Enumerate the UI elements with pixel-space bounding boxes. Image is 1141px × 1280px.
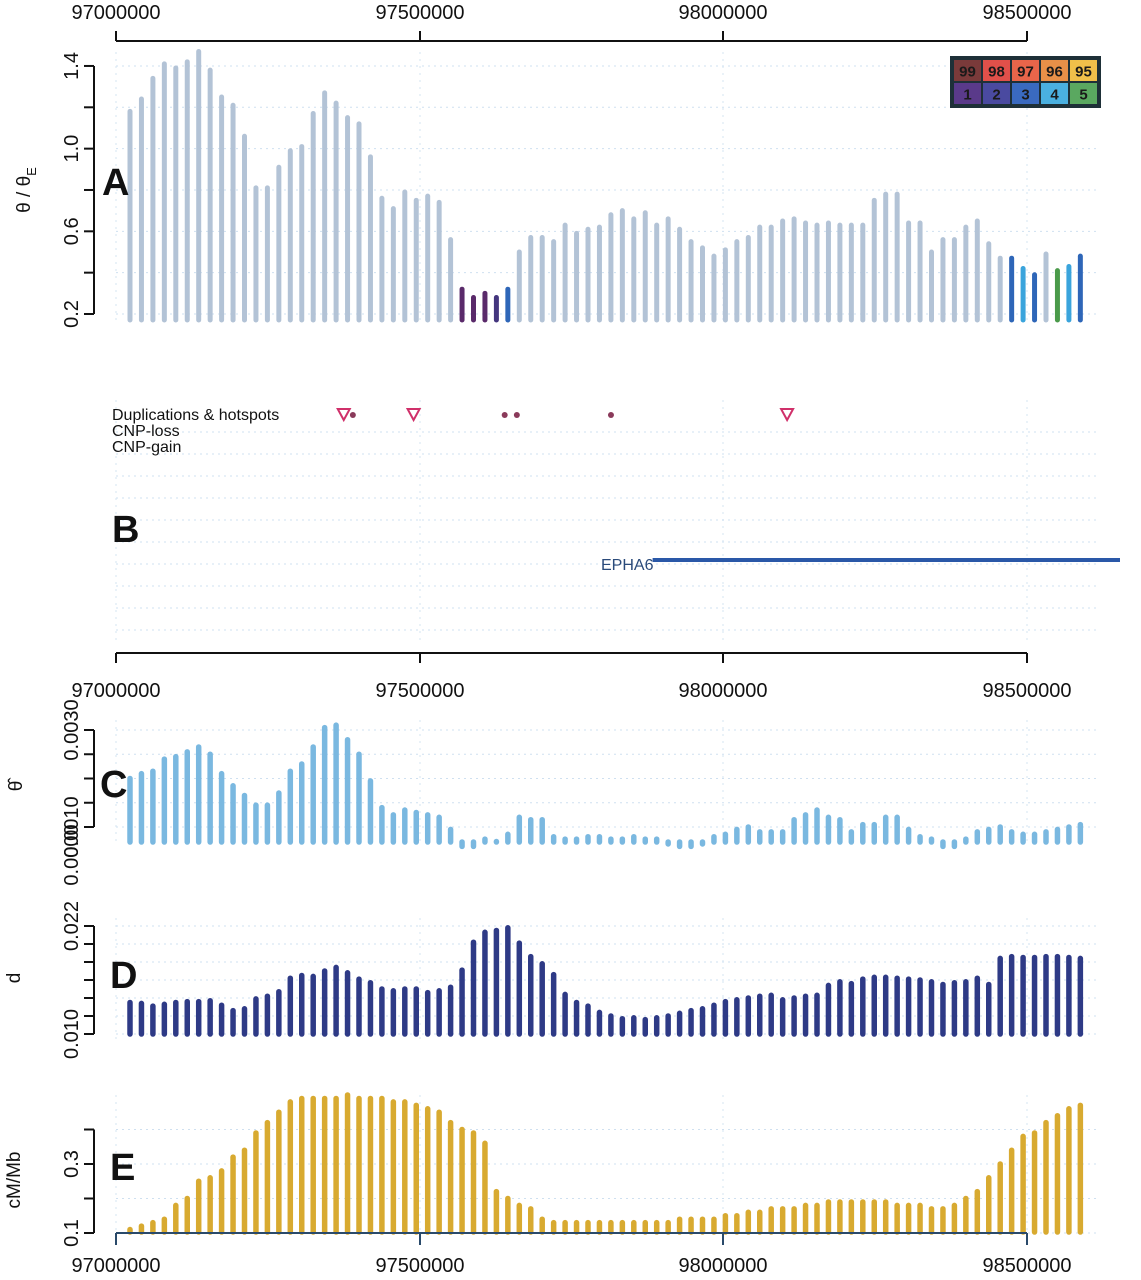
duplication-point bbox=[501, 412, 508, 418]
track-label-cnp-gain: CNP-gain bbox=[112, 439, 181, 456]
gene-track: EPHA6 bbox=[601, 557, 1120, 574]
legend-swatch bbox=[1012, 60, 1039, 81]
panel-d-ylabel: d bbox=[4, 973, 25, 984]
legend-label: 3 bbox=[1021, 87, 1029, 104]
top-tick-label: 98500000 bbox=[983, 2, 1072, 24]
duplication-point bbox=[607, 412, 614, 418]
legend-label: 5 bbox=[1079, 87, 1087, 104]
track-label-cnp-loss: CNP-loss bbox=[112, 423, 180, 440]
top-tick-label: 97500000 bbox=[376, 2, 465, 24]
legend-swatch bbox=[1070, 83, 1097, 104]
y-tick-label: 0.0000 bbox=[61, 824, 83, 885]
panel-d-bars bbox=[127, 925, 1084, 1037]
middle-tick-label: 98000000 bbox=[679, 680, 768, 702]
panel-a-ylabel: θ / θE bbox=[14, 167, 39, 213]
y-tick-label: 0.6 bbox=[61, 217, 83, 245]
top-tick-label: 98000000 bbox=[679, 2, 768, 24]
panel-a-ylabel-sub: E bbox=[24, 167, 39, 176]
middle-x-axis: 97000000 97500000 98000000 98500000 bbox=[72, 652, 1072, 702]
panel-letter-b: B bbox=[112, 509, 139, 551]
legend-swatch bbox=[1041, 60, 1068, 81]
bottom-x-axis: 97000000 97500000 98000000 98500000 bbox=[72, 1232, 1072, 1277]
panel-a: 0.2 0.6 1.0 1.4 θ / θE A 99 98 97 96 95 1 2 3 4 5 bbox=[14, 48, 1101, 328]
panel-e-y-axis: 0.1 0.3 bbox=[61, 1128, 95, 1247]
legend-label: 98 bbox=[988, 64, 1005, 81]
top-x-axis: 97000000 97500000 98000000 98500000 bbox=[72, 2, 1072, 42]
panel-letter-d: D bbox=[110, 955, 137, 997]
y-tick-label: 0.3 bbox=[61, 1150, 83, 1178]
legend-label: 95 bbox=[1075, 64, 1092, 81]
hotspot-triangle bbox=[405, 408, 422, 423]
gene-label: EPHA6 bbox=[601, 557, 654, 574]
panel-letter-c: C bbox=[100, 764, 127, 806]
panel-a-y-axis: 0.2 0.6 1.0 1.4 bbox=[61, 52, 95, 328]
panel-c-bars bbox=[127, 722, 1084, 850]
legend-swatch bbox=[1012, 83, 1039, 104]
legend-swatch bbox=[1070, 60, 1097, 81]
legend-label: 4 bbox=[1050, 87, 1059, 104]
legend-label: 2 bbox=[992, 87, 1000, 104]
panel-e-bars bbox=[127, 1092, 1084, 1235]
panel-c-y-axis: 0.0010 0.0030 0.0000 bbox=[61, 699, 95, 886]
panel-c-ylabel: θ̂ bbox=[6, 777, 27, 792]
top-tick-label: 97000000 bbox=[72, 2, 161, 24]
legend-swatch bbox=[954, 83, 981, 104]
legend-swatch bbox=[1041, 83, 1068, 104]
y-tick-label: 1.4 bbox=[61, 52, 83, 80]
panel-d-y-axis: 0.010 0.022 bbox=[61, 901, 95, 1059]
panel-b-marks bbox=[336, 408, 795, 423]
bottom-tick-label: 97500000 bbox=[376, 1255, 465, 1277]
middle-tick-label: 97500000 bbox=[376, 680, 465, 702]
bottom-tick-label: 97000000 bbox=[72, 1255, 161, 1277]
hotspot-triangle bbox=[779, 408, 795, 423]
bottom-tick-label: 98000000 bbox=[679, 1255, 768, 1277]
panel-a-ylabel-main: θ / θ bbox=[14, 176, 35, 213]
panel-c-grid bbox=[115, 720, 1100, 845]
y-tick-label: 0.0010 bbox=[61, 796, 83, 857]
duplication-point bbox=[513, 412, 520, 418]
panel-e-ylabel: cM/Mb bbox=[4, 1152, 25, 1209]
legend-label: 96 bbox=[1046, 64, 1063, 81]
legend-swatch bbox=[954, 60, 981, 81]
bottom-tick-label: 98500000 bbox=[983, 1255, 1072, 1277]
y-tick-label: 0.0030 bbox=[61, 699, 83, 760]
duplication-point bbox=[349, 412, 356, 418]
middle-tick-label: 97000000 bbox=[72, 680, 161, 702]
y-tick-label: 1.0 bbox=[61, 135, 83, 163]
y-tick-label: 0.2 bbox=[61, 300, 83, 328]
panel-e: 0.1 0.3 cM/Mb E 97000000 97500000 9800000… bbox=[4, 1092, 1100, 1277]
panel-b-grid bbox=[115, 400, 1100, 645]
y-tick-label: 0.010 bbox=[61, 1009, 83, 1059]
panel-letter-a: A bbox=[102, 162, 129, 204]
panel-a-bars bbox=[127, 48, 1083, 323]
hotspot-triangle bbox=[336, 408, 352, 423]
legend-label: 99 bbox=[959, 64, 976, 81]
legend-swatch bbox=[983, 83, 1010, 104]
track-label-duplications: Duplications & hotspots bbox=[112, 407, 279, 424]
legend-swatch bbox=[983, 60, 1010, 81]
panel-d: 0.010 0.022 d D bbox=[4, 901, 1100, 1059]
percentile-legend: 99 98 97 96 95 1 2 3 4 5 bbox=[950, 56, 1101, 108]
y-tick-label: 0.022 bbox=[61, 901, 83, 951]
panel-b: Duplications & hotspots CNP-loss CNP-gai… bbox=[72, 400, 1120, 702]
middle-tick-label: 98500000 bbox=[983, 680, 1072, 702]
panel-c: 0.0010 0.0030 0.0000 θ̂ C bbox=[6, 699, 1100, 886]
legend-label: 1 bbox=[963, 87, 971, 104]
legend-label: 97 bbox=[1017, 64, 1034, 81]
panel-letter-e: E bbox=[110, 1147, 135, 1189]
y-tick-label: 0.1 bbox=[61, 1219, 83, 1247]
